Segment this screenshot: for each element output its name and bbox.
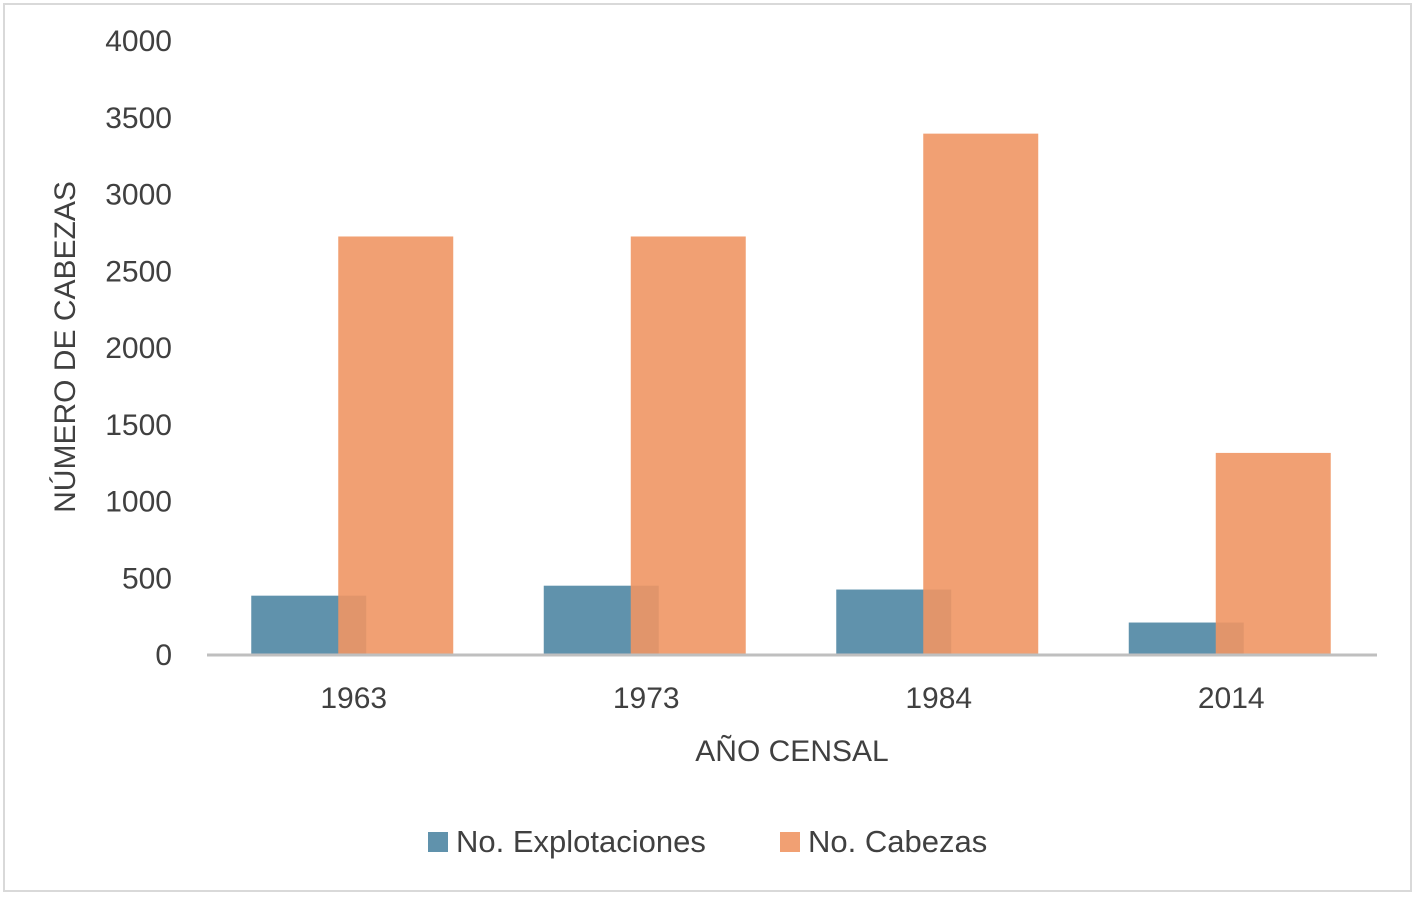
x-tick-label: 1963 <box>320 682 387 715</box>
y-tick-label: 0 <box>155 639 172 672</box>
y-tick-label: 500 <box>122 562 172 595</box>
y-tick-label: 3000 <box>105 179 172 212</box>
y-tick-label: 4000 <box>105 25 172 58</box>
y-tick-label: 1500 <box>105 409 172 442</box>
y-axis-title: NÚMERO DE CABEZAS <box>49 181 82 513</box>
legend-swatch <box>428 832 448 852</box>
legend-label: No. Explotaciones <box>456 824 706 859</box>
y-tick-label: 3500 <box>105 102 172 135</box>
y-tick-label: 1000 <box>105 486 172 519</box>
bar-no-cabezas-1984 <box>923 133 1039 654</box>
legend: No. Explotaciones No. Cabezas <box>428 824 987 859</box>
x-tick-label: 1984 <box>905 682 972 715</box>
x-tick-label: 2014 <box>1198 682 1265 715</box>
y-tick-label: 2500 <box>105 255 172 288</box>
bar-no-cabezas-2014 <box>1215 452 1331 654</box>
y-axis-ticks: 0 500 1000 1500 2000 2500 3000 3500 4000 <box>105 25 172 672</box>
y-tick-label: 2000 <box>105 332 172 365</box>
legend-swatch <box>780 832 800 852</box>
x-axis-title: AÑO CENSAL <box>695 734 888 768</box>
bar-no-cabezas-1963 <box>338 236 454 655</box>
x-axis-ticks: 1963 1973 1984 2014 <box>320 682 1264 715</box>
legend-label: No. Cabezas <box>808 824 987 859</box>
bar-no-cabezas-1973 <box>630 236 746 655</box>
bars <box>251 133 1331 655</box>
x-tick-label: 1973 <box>613 682 680 715</box>
